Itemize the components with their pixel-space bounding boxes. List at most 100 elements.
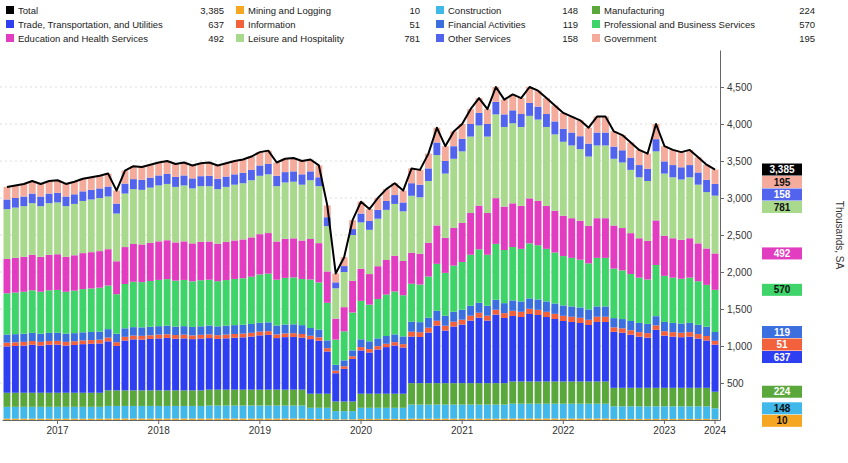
bar [585, 382, 592, 404]
x-tick-mark [563, 420, 564, 424]
bar [627, 274, 634, 321]
bar [619, 162, 626, 228]
bar [223, 406, 230, 419]
bar [417, 185, 424, 198]
bar [282, 390, 289, 406]
bar [669, 388, 676, 407]
bar [400, 347, 407, 393]
bar [560, 419, 567, 420]
bar [669, 419, 676, 420]
bar [627, 388, 634, 407]
bar [214, 390, 221, 406]
bar [105, 329, 112, 338]
bar [332, 340, 339, 365]
bar [391, 204, 398, 256]
value-tag-box [762, 247, 802, 259]
bar [307, 394, 314, 408]
bar [122, 247, 129, 284]
bar [695, 406, 702, 419]
bar [181, 390, 188, 406]
bar [585, 263, 592, 309]
bar [113, 191, 120, 204]
bar [240, 390, 247, 406]
bar [206, 162, 213, 175]
bar [197, 335, 204, 339]
value-tag-label: 148 [774, 403, 791, 414]
bar [518, 312, 525, 317]
bar [560, 305, 567, 315]
legend-value: 570 [799, 19, 815, 30]
bar [366, 394, 373, 408]
bar [79, 340, 86, 344]
bar [678, 337, 685, 388]
bar [307, 336, 314, 339]
bar [383, 295, 390, 336]
bar [46, 345, 53, 393]
bar [577, 323, 584, 382]
bar [231, 419, 238, 420]
bar [273, 242, 280, 280]
bar [147, 390, 154, 406]
bar [256, 274, 263, 322]
bar [459, 151, 466, 223]
bar [459, 419, 466, 420]
bar [240, 239, 247, 278]
bar [273, 162, 280, 175]
bar [282, 239, 289, 278]
bar [37, 342, 44, 346]
bar [459, 223, 466, 262]
bar [349, 235, 356, 281]
bar [383, 210, 390, 260]
bar [366, 349, 373, 352]
bar [315, 341, 322, 394]
value-tag-label: 51 [776, 339, 788, 350]
bar [256, 335, 263, 389]
bar [383, 344, 390, 347]
bar [602, 317, 609, 322]
bar [644, 406, 651, 419]
bar [46, 290, 53, 333]
bar [636, 150, 643, 165]
bar [206, 326, 213, 335]
bar [147, 188, 154, 243]
bar [535, 107, 542, 120]
bar [678, 240, 685, 279]
bar [636, 419, 643, 420]
bar [594, 133, 601, 146]
bar [63, 346, 70, 393]
bar [391, 195, 398, 204]
bar [686, 332, 693, 336]
bar [248, 237, 255, 276]
bar [442, 419, 449, 420]
bar [164, 326, 171, 335]
bar [223, 338, 230, 389]
legend-swatch [236, 34, 244, 42]
bar [661, 174, 668, 236]
bar [610, 419, 617, 420]
bar [79, 191, 86, 201]
bar [214, 281, 221, 326]
bar [358, 350, 365, 393]
bar [518, 249, 525, 302]
bar [273, 406, 280, 419]
bar [535, 201, 542, 245]
bar [79, 419, 86, 420]
bar [518, 98, 525, 114]
bar [568, 145, 575, 218]
bar [54, 393, 61, 407]
bar [197, 242, 204, 280]
bar [425, 333, 432, 384]
bar [366, 230, 373, 274]
value-tag-box [762, 351, 802, 363]
bar [551, 319, 558, 382]
bar [644, 419, 651, 420]
bar [653, 265, 660, 316]
bar [433, 321, 440, 326]
legend-label: Total [18, 5, 38, 16]
bar [484, 316, 491, 321]
bar [678, 419, 685, 420]
y-tick-mark [720, 161, 724, 162]
legend-label: Information [248, 19, 296, 30]
bar [417, 405, 424, 419]
bar [366, 341, 373, 349]
